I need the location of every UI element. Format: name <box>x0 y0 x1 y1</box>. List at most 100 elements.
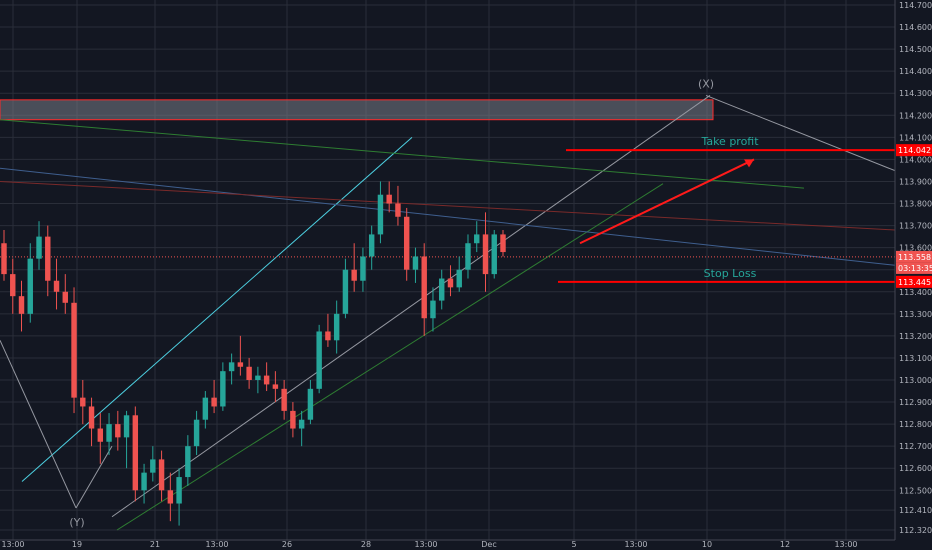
candle-body <box>176 477 182 504</box>
candle-body <box>106 424 112 442</box>
candle-body <box>27 258 33 314</box>
stop-loss-label: Stop Loss <box>704 267 757 280</box>
time-axis[interactable]: 13:00 19 21 13:00 26 28 13:00 Dec 5 13:00 10 12 13:0… <box>0 539 895 549</box>
price-tick-label: 113.900 <box>899 177 932 186</box>
candle-body <box>439 278 445 301</box>
candle-body <box>456 269 462 288</box>
candle-body <box>403 216 410 270</box>
wave-label-y: (Y) <box>69 516 84 529</box>
price-tick-label: 113.700 <box>899 222 932 231</box>
candle-body <box>158 459 165 491</box>
candle-body <box>430 300 436 319</box>
wave-leg-down <box>0 340 77 509</box>
price-tick-label: 114.600 <box>899 23 932 32</box>
current-price-tag-bg <box>896 250 932 263</box>
candle-body <box>167 490 174 504</box>
candle-body <box>246 366 252 380</box>
candle-body <box>88 406 95 429</box>
candle-body <box>333 313 340 341</box>
blue-trend-line <box>0 167 896 266</box>
price-tick-label: 114.200 <box>899 111 932 120</box>
time-tick-label: 26 <box>282 540 292 549</box>
channel-upper-line <box>21 136 413 482</box>
candle-body <box>421 256 427 319</box>
candle-body <box>132 415 139 491</box>
candle-body <box>325 331 331 341</box>
candlestick-series <box>1 181 506 526</box>
price-tick-label: 113.800 <box>899 200 932 209</box>
time-tick-label: 19 <box>72 540 82 549</box>
candle-body <box>307 388 314 420</box>
candle-body <box>62 291 68 303</box>
candle-body <box>395 203 401 217</box>
price-tick-label: 113.200 <box>899 332 932 341</box>
candle-body <box>123 415 130 438</box>
candle-body <box>211 397 217 407</box>
candle-body <box>1 243 7 275</box>
take-profit-label: Take profit <box>700 135 759 148</box>
channel-lower-line <box>116 183 664 531</box>
price-tick-label: 114.400 <box>899 67 932 76</box>
time-tick-label: 5 <box>571 540 576 549</box>
candle-body <box>185 446 191 478</box>
candle-body <box>18 296 25 314</box>
wave-leg-projection <box>705 94 901 174</box>
price-tick-label: 114.000 <box>899 155 932 164</box>
candle-body <box>316 331 322 389</box>
candle-body <box>412 256 419 270</box>
price-axis[interactable]: 114.700 114.600 114.500 114.400 114.300 114.2… <box>894 0 932 550</box>
candle-body <box>360 256 366 281</box>
drawing-overlays: Take profit Stop Loss (X) (Y) <box>0 77 901 531</box>
price-axis-bg <box>895 0 932 550</box>
green-trend-line <box>0 119 805 189</box>
candle-body <box>255 375 261 380</box>
candle-body <box>447 278 454 288</box>
time-tick-label: 13:00 <box>834 540 857 549</box>
candle-body <box>202 397 209 420</box>
time-tick-label: 12 <box>780 540 790 549</box>
resistance-zone <box>0 99 714 121</box>
candle-body <box>80 397 86 407</box>
price-tick-label: 114.300 <box>899 89 932 98</box>
wave-label-x: (X) <box>698 77 714 90</box>
candle-body <box>10 274 16 297</box>
candle-body <box>465 243 471 270</box>
price-tick-label: 112.900 <box>899 398 932 407</box>
time-tick-label: 28 <box>361 540 371 549</box>
price-tick-label: 113.100 <box>899 354 932 363</box>
candle-body <box>368 234 375 257</box>
candle-body <box>36 236 42 259</box>
candle-body <box>150 459 156 473</box>
price-tick-label: 114.700 <box>899 1 932 10</box>
candle-body <box>220 371 226 407</box>
time-tick-label: 13:00 <box>1 540 24 549</box>
candle-body <box>351 269 357 281</box>
candle-body <box>298 419 305 429</box>
price-tick-label: 113.400 <box>899 288 932 297</box>
current-price-tag: 113.558 <box>898 253 931 262</box>
price-tick-label: 112.410 <box>899 506 932 515</box>
maroon-trend-line <box>0 180 896 231</box>
price-tick-label: 112.500 <box>899 486 932 495</box>
candle-body <box>237 362 244 367</box>
price-tick-label: 113.600 <box>899 244 932 253</box>
candle-body <box>342 269 349 314</box>
projection-arrow-line <box>579 158 755 245</box>
candle-body <box>281 388 287 411</box>
projection-arrow-head <box>744 159 754 168</box>
time-tick-label: 10 <box>702 540 712 549</box>
candle-body <box>272 384 279 389</box>
price-tick-label: 112.320 <box>899 526 932 535</box>
time-tick-label: 13:00 <box>624 540 647 549</box>
candle-body <box>263 375 270 385</box>
candle-body <box>500 234 506 253</box>
channel-mid-line <box>111 95 711 518</box>
price-tag-bg <box>896 275 932 288</box>
candle-body <box>482 234 489 275</box>
candle-body <box>290 410 296 429</box>
candle-body <box>53 280 60 292</box>
price-tick-label: 113.300 <box>899 310 932 319</box>
candle-body <box>377 194 384 235</box>
candle-body <box>141 472 147 491</box>
